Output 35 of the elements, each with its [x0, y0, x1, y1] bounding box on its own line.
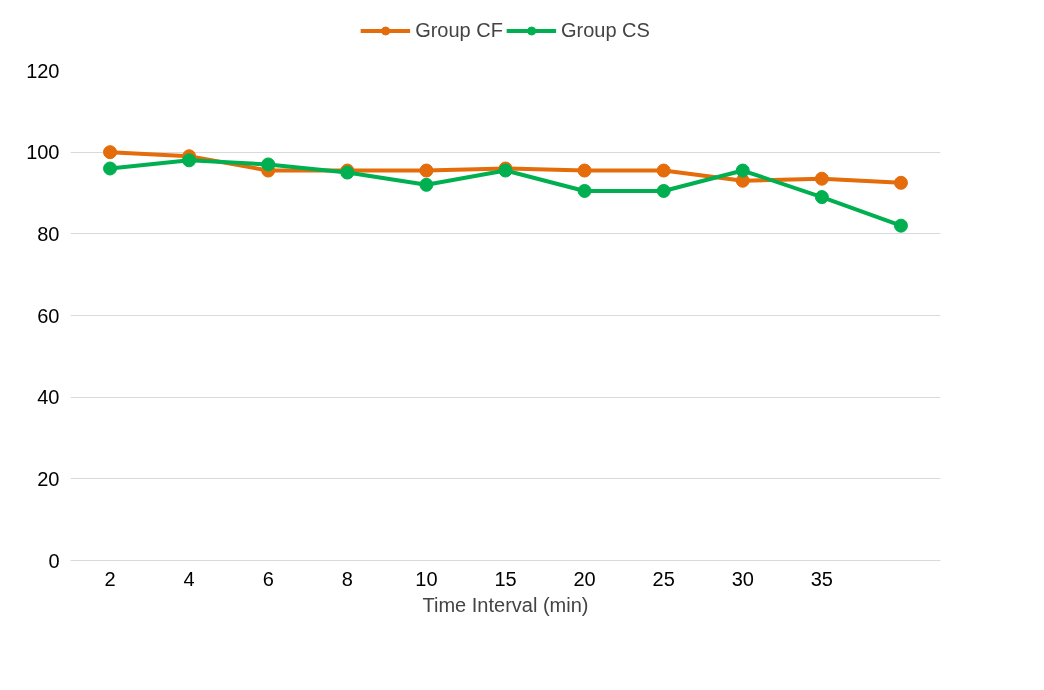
point [103, 161, 118, 176]
legend-label: Group CF [415, 18, 503, 42]
x-tick-label: 35 [810, 567, 833, 590]
point [656, 183, 671, 198]
x-tick-label: 20 [573, 567, 596, 590]
x-axis-title: Time Interval (min) [422, 593, 589, 616]
y-tick-label: 80 [37, 222, 60, 245]
point [261, 157, 276, 172]
point [577, 163, 592, 178]
y-tick-label: 120 [26, 59, 60, 82]
x-tick-label: 6 [262, 567, 274, 590]
y-tick-label: 100 [26, 141, 60, 164]
y-tick-label: 20 [37, 467, 60, 490]
x-tick-label: 8 [341, 567, 353, 590]
y-tick-label: 40 [37, 386, 60, 409]
x-tick-label: 15 [494, 567, 517, 590]
point [103, 145, 118, 160]
point [656, 163, 671, 178]
x-tick-label: 10 [415, 567, 438, 590]
point [419, 163, 434, 178]
point [893, 218, 908, 233]
point [577, 183, 592, 198]
x-tick-label: 30 [731, 567, 754, 590]
point [814, 171, 829, 186]
x-tick-label: 4 [183, 567, 195, 590]
point [419, 177, 434, 192]
point [893, 175, 908, 190]
y-tick-label: 60 [37, 304, 60, 327]
point [814, 190, 829, 205]
x-tick-label: 2 [104, 567, 116, 590]
legend-label: Group CS [560, 18, 650, 42]
y-tick-label: 0 [48, 549, 60, 572]
x-tick-label: 25 [652, 567, 675, 590]
point [735, 163, 750, 178]
point [182, 153, 197, 168]
